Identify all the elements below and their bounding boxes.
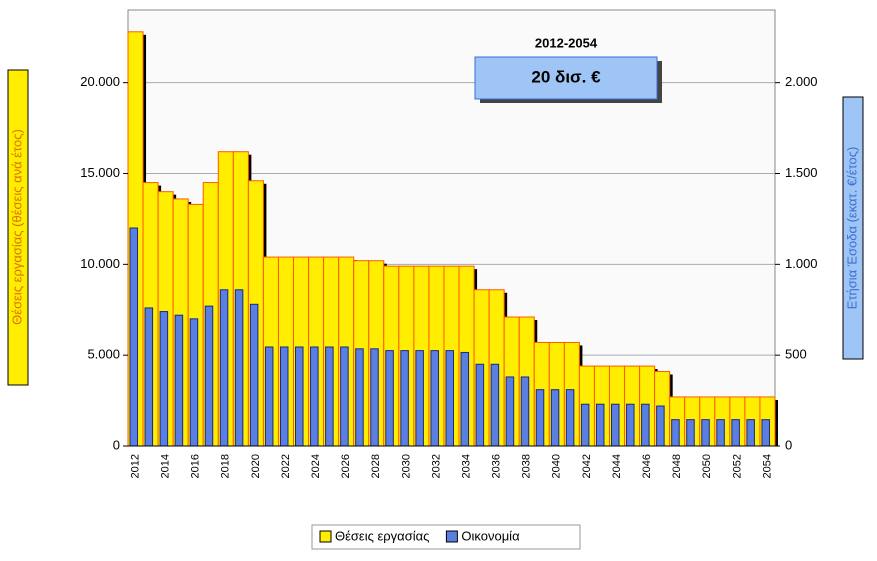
bar — [746, 419, 755, 447]
x-tick-label: 2014 — [160, 454, 172, 478]
x-tick-label: 2036 — [491, 454, 503, 478]
x-tick-label: 2024 — [310, 454, 322, 478]
bar — [415, 350, 424, 447]
y2-tick-label: 0 — [785, 437, 792, 452]
x-tick-label: 2054 — [761, 454, 773, 478]
legend-label: Οικονομία — [461, 528, 520, 543]
bar — [671, 419, 680, 447]
x-tick-label: 2030 — [400, 454, 412, 478]
bar — [219, 289, 229, 447]
x-tick-label: 2050 — [701, 454, 713, 478]
x-tick-label: 2016 — [190, 454, 202, 478]
bar — [295, 346, 304, 447]
bar — [340, 346, 349, 447]
annotation-box — [474, 56, 658, 100]
bar — [279, 346, 289, 447]
bar — [310, 346, 319, 447]
bar — [430, 350, 439, 447]
y-tick-label: 5.000 — [87, 347, 120, 362]
bar — [701, 419, 710, 447]
bar — [520, 376, 530, 447]
y-tick-label: 15.000 — [80, 165, 120, 180]
y2-tick-label: 1.500 — [785, 165, 818, 180]
y-tick-label: 0 — [113, 437, 120, 452]
annotation-title: 2012-2054 — [535, 35, 598, 50]
x-tick-label: 2018 — [220, 454, 232, 478]
bar — [550, 389, 560, 447]
bar — [716, 419, 725, 447]
bar — [580, 403, 590, 447]
y2-label-box — [842, 96, 864, 360]
x-tick-label: 2022 — [280, 454, 292, 478]
annotation-value: 20 δισ. € — [531, 67, 601, 86]
x-tick-label: 2012 — [129, 454, 141, 478]
bar — [626, 403, 635, 447]
bar — [264, 346, 274, 447]
x-tick-label: 2034 — [460, 454, 472, 478]
bar — [656, 405, 665, 447]
bar — [144, 307, 154, 447]
x-tick-label: 2032 — [430, 454, 442, 478]
bar — [475, 363, 485, 447]
y-tick-label: 10.000 — [80, 256, 120, 271]
bar — [129, 227, 139, 447]
y2-tick-label: 2.000 — [785, 74, 818, 89]
x-tick-label: 2042 — [581, 454, 593, 478]
bar — [505, 376, 515, 447]
bar — [445, 350, 455, 447]
bar — [490, 363, 500, 447]
bar — [159, 311, 169, 447]
bar — [370, 348, 379, 447]
bar — [204, 305, 214, 447]
y2-tick-label: 1.000 — [785, 256, 818, 271]
bar — [385, 350, 394, 447]
bar — [610, 403, 620, 447]
legend-label: Θέσεις εργασίας — [335, 528, 429, 543]
y-tick-label: 20.000 — [80, 74, 120, 89]
bar — [565, 389, 575, 447]
y-axis-label: Θέσεις εργασίας (θέσεις ανά έτος) — [9, 129, 24, 325]
bar — [400, 350, 409, 447]
x-tick-label: 2038 — [521, 454, 533, 478]
x-tick-label: 2026 — [340, 454, 352, 478]
bar — [249, 303, 259, 447]
bar — [460, 351, 470, 447]
legend-swatch — [445, 530, 458, 543]
bar — [325, 346, 334, 447]
legend-swatch — [319, 530, 332, 543]
y-label-box — [7, 69, 29, 386]
bar — [189, 318, 199, 447]
bar — [234, 289, 244, 447]
x-tick-label: 2044 — [611, 454, 623, 478]
x-tick-label: 2052 — [731, 454, 743, 478]
bar — [535, 389, 545, 447]
x-tick-label: 2048 — [671, 454, 683, 478]
bar — [686, 419, 695, 447]
bar — [355, 348, 364, 447]
bar — [641, 403, 650, 447]
bar — [595, 403, 605, 447]
y2-axis-label: Ετήσια Έσοδα (εκατ. €/έτος) — [844, 147, 859, 310]
y2-tick-label: 500 — [785, 347, 807, 362]
x-tick-label: 2020 — [250, 454, 262, 478]
x-tick-label: 2046 — [641, 454, 653, 478]
bar — [761, 419, 770, 447]
bar — [731, 419, 740, 447]
x-tick-label: 2028 — [370, 454, 382, 478]
bar — [174, 314, 184, 447]
x-tick-label: 2040 — [551, 454, 563, 478]
